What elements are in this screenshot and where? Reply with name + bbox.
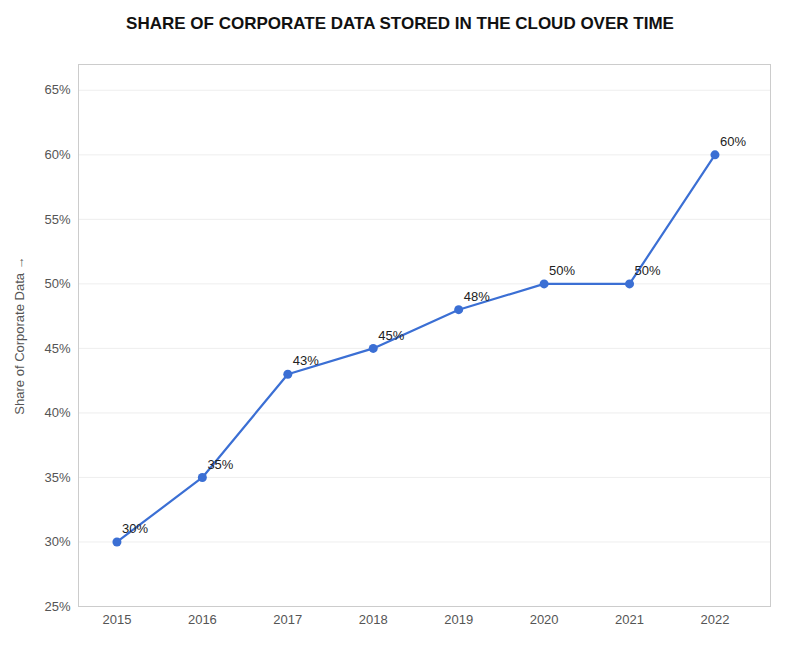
svg-text:25%: 25% xyxy=(44,599,70,614)
svg-text:48%: 48% xyxy=(464,289,490,304)
svg-text:60%: 60% xyxy=(44,147,70,162)
svg-text:2021: 2021 xyxy=(615,612,644,627)
svg-text:65%: 65% xyxy=(44,82,70,97)
svg-text:35%: 35% xyxy=(207,457,233,472)
svg-text:2020: 2020 xyxy=(530,612,559,627)
svg-text:55%: 55% xyxy=(44,212,70,227)
html-text:SHARE OF CORPORATE DATA STORED: SHARE OF CORPORATE DATA STORED IN THE CL… xyxy=(126,14,674,33)
svg-text:50%: 50% xyxy=(549,263,575,278)
svg-text:2022: 2022 xyxy=(701,612,730,627)
svg-text:2016: 2016 xyxy=(188,612,217,627)
svg-text:43%: 43% xyxy=(293,353,319,368)
svg-text:40%: 40% xyxy=(44,405,70,420)
svg-text:35%: 35% xyxy=(44,470,70,485)
svg-text:2015: 2015 xyxy=(102,612,131,627)
svg-text:45%: 45% xyxy=(44,341,70,356)
svg-text:50%: 50% xyxy=(44,276,70,291)
svg-text:30%: 30% xyxy=(122,521,148,536)
svg-text:30%: 30% xyxy=(44,534,70,549)
svg-text:2018: 2018 xyxy=(359,612,388,627)
svg-text:60%: 60% xyxy=(720,134,746,149)
svg-text:2017: 2017 xyxy=(273,612,302,627)
svg-text:2019: 2019 xyxy=(444,612,473,627)
svg-text:50%: 50% xyxy=(635,263,661,278)
svg-text:Share of Corporate Data →: Share of Corporate Data → xyxy=(12,256,27,414)
svg-text:45%: 45% xyxy=(378,328,404,343)
